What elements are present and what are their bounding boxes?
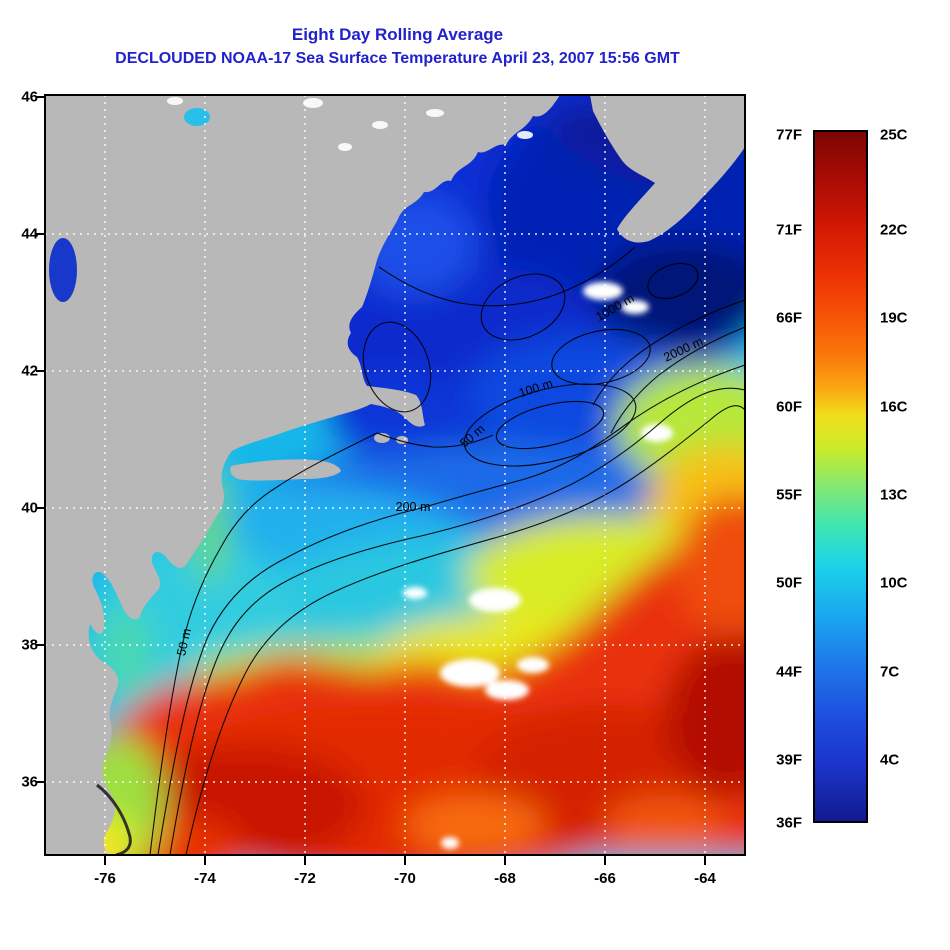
x-axis-label: -74: [194, 870, 216, 887]
x-axis-label: -76: [94, 870, 116, 887]
colorbar-label-c: 13C: [880, 486, 908, 504]
plot-title: Eight Day Rolling Average: [291, 25, 504, 44]
x-axis-tick: [404, 856, 406, 865]
cloud-gaps: [403, 282, 673, 849]
x-axis-label: -66: [594, 870, 616, 887]
x-axis-label: -70: [394, 870, 416, 887]
plot-subtitle: DECLOUDED NOAA-17 Sea Surface Temperatur…: [115, 50, 680, 67]
nova-scotia: [590, 95, 745, 243]
y-axis-label: 46: [21, 88, 38, 106]
contour-label-50m-coast: 50 m: [174, 627, 194, 657]
colorbar-label-c: 22C: [880, 221, 908, 239]
x-axis-tick: [104, 856, 106, 865]
map-area: 50 m 200 m 1000 m 2000 m 100 m 50 m: [45, 95, 745, 855]
island: [374, 433, 390, 443]
colorbar-label-c: 4C: [880, 751, 900, 769]
colorbar-label-c: 7C: [880, 663, 900, 681]
x-axis-tick: [504, 856, 506, 865]
colorbar-label-f: 50F: [776, 574, 802, 592]
lake: [184, 108, 210, 126]
x-axis-tick: [304, 856, 306, 865]
y-axis-tick: [36, 233, 45, 235]
y-axis-tick: [36, 96, 45, 98]
y-axis-label: 42: [21, 362, 38, 380]
colorbar-label-f: 77F: [776, 126, 802, 144]
y-axis-tick: [36, 781, 45, 783]
x-axis-tick: [704, 856, 706, 865]
x-axis-tick: [604, 856, 606, 865]
long-island: [230, 459, 341, 481]
y-axis-tick: [36, 370, 45, 372]
colorbar-label-f: 55F: [776, 486, 802, 504]
colorbar-label-c: 19C: [880, 309, 908, 327]
lat-lon-gridlines: [45, 95, 745, 855]
colorbar-label-f: 39F: [776, 751, 802, 769]
lake: [49, 238, 77, 302]
colorbar-label-c: 16C: [880, 398, 908, 416]
x-axis-label: -68: [494, 870, 516, 887]
colorbar-label-c: 10C: [880, 574, 908, 592]
x-axis-label: -72: [294, 870, 316, 887]
colorbar-label-f: 36F: [776, 814, 802, 832]
y-axis-label: 40: [21, 499, 38, 517]
colorbar-label-f: 71F: [776, 221, 802, 239]
sst-map-image: 50 m 200 m 1000 m 2000 m 100 m 50 m: [45, 95, 745, 855]
contour-label-200m: 200 m: [396, 500, 431, 514]
y-axis-tick: [36, 507, 45, 509]
depth-contours: [96, 246, 745, 855]
colorbar-label-f: 44F: [776, 663, 802, 681]
x-axis-label: -64: [694, 870, 716, 887]
y-axis-label: 36: [21, 773, 38, 791]
temperature-colorbar: [813, 130, 868, 823]
colorbar-label-f: 60F: [776, 398, 802, 416]
colorbar-label-c: 25C: [880, 126, 908, 144]
y-axis-tick: [36, 644, 45, 646]
barrier-islands: [96, 783, 132, 855]
colorbar-label-f: 66F: [776, 309, 802, 327]
y-axis-label: 44: [21, 225, 38, 243]
y-axis-label: 38: [21, 636, 38, 654]
x-axis-tick: [204, 856, 206, 865]
snow-patches: [167, 97, 533, 151]
